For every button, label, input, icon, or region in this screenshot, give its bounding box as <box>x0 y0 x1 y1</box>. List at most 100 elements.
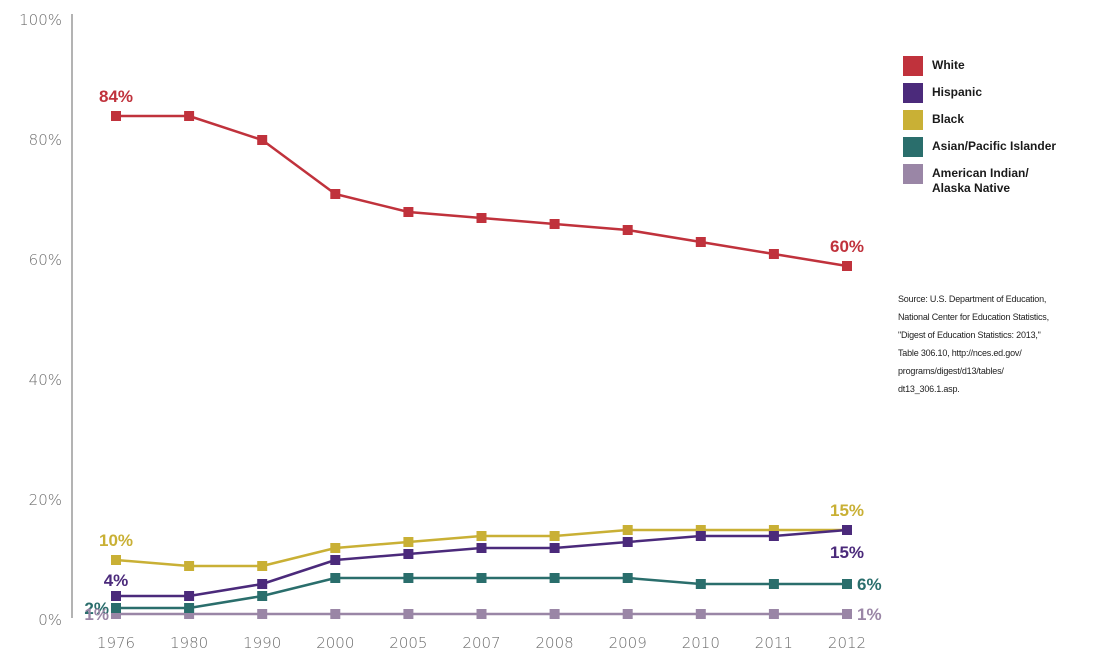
data-point <box>768 579 779 589</box>
data-label: 6% <box>857 575 882 594</box>
data-point <box>257 591 268 601</box>
x-tick-label: 2008 <box>536 634 574 652</box>
data-point <box>184 609 195 619</box>
y-tick-label: 80% <box>29 131 62 149</box>
y-tick-label: 40% <box>29 371 62 389</box>
data-point <box>695 525 706 535</box>
data-point <box>184 603 195 613</box>
data-point <box>330 189 341 199</box>
data-point <box>403 207 414 217</box>
data-point <box>622 537 633 547</box>
data-point <box>768 525 779 535</box>
data-point <box>622 573 633 583</box>
line-chart: 0% 20% 40% 60% 80% 100% 1976 1980 1990 2000 2005 2… <box>19 11 881 652</box>
data-label: 15% <box>830 501 864 520</box>
legend-swatch <box>903 137 923 157</box>
legend-item-american-indian-alaska-native: American Indian/ Alaska Native <box>903 164 1056 196</box>
y-tick-label: 20% <box>29 491 62 509</box>
x-tick-label: 2000 <box>316 634 354 652</box>
data-label: 2% <box>84 599 109 618</box>
x-tick-label: 1980 <box>170 634 208 652</box>
data-point <box>768 609 779 619</box>
data-label: 1% <box>857 605 882 624</box>
source-line: National Center for Education Statistics… <box>898 312 1049 322</box>
data-label: 4% <box>104 571 129 590</box>
data-label: 60% <box>830 237 864 256</box>
x-tick-label: 2005 <box>389 634 427 652</box>
data-point <box>695 609 706 619</box>
legend-label-line2: Alaska Native <box>932 181 1011 195</box>
data-point <box>695 237 706 247</box>
x-axis-ticks: 1976 1980 1990 2000 2005 2007 2008 2009 2010 2011… <box>97 634 866 652</box>
data-point <box>622 225 633 235</box>
data-point <box>842 261 852 271</box>
x-tick-label: 2011 <box>755 634 793 652</box>
data-point <box>842 525 852 535</box>
legend-item-black: Black <box>903 110 1056 130</box>
data-label: 84% <box>99 87 133 106</box>
legend-label-line1: American Indian/ <box>932 166 1029 180</box>
data-point <box>111 111 121 121</box>
legend-item-hispanic: Hispanic <box>903 83 1056 103</box>
y-tick-label: 0% <box>38 611 62 629</box>
source-line: Table 306.10, http://nces.ed.gov/ <box>898 348 1022 358</box>
data-point <box>842 579 852 589</box>
data-point <box>768 249 779 259</box>
data-point <box>111 591 121 601</box>
data-point <box>111 603 121 613</box>
series-lines <box>111 111 852 619</box>
source-note: Source: U.S. Department of Education, Na… <box>898 290 1103 398</box>
data-point <box>403 609 414 619</box>
data-point <box>549 531 560 541</box>
x-tick-label: 2009 <box>609 634 647 652</box>
y-tick-label: 60% <box>29 251 62 269</box>
data-point <box>622 525 633 535</box>
legend-label: White <box>932 58 965 72</box>
data-point <box>842 609 852 619</box>
data-point <box>330 555 341 565</box>
data-label: 1% <box>84 605 109 624</box>
data-point <box>476 213 487 223</box>
series-line <box>116 114 848 268</box>
legend-item-asian-pacific-islander: Asian/Pacific Islander <box>903 137 1056 157</box>
data-point <box>257 561 268 571</box>
legend-label: Hispanic <box>932 85 983 99</box>
data-point <box>549 543 560 553</box>
source-line: programs/digest/d13/tables/ <box>898 366 1004 376</box>
data-point <box>476 543 487 553</box>
data-label: 10% <box>99 531 133 550</box>
x-tick-label: 2007 <box>462 634 500 652</box>
x-tick-label: 1976 <box>97 634 135 652</box>
data-point <box>622 609 633 619</box>
data-point <box>111 609 121 619</box>
source-line: Source: U.S. Department of Education, <box>898 294 1047 304</box>
y-tick-label: 100% <box>19 11 62 29</box>
data-point <box>768 531 779 541</box>
source-line: "Digest of Education Statistics: 2013," <box>898 330 1041 340</box>
legend-label: Asian/Pacific Islander <box>932 139 1057 153</box>
data-point <box>330 609 341 619</box>
data-point <box>695 579 706 589</box>
legend-swatch <box>903 164 923 184</box>
data-labels: 84%60%10%4%2%1%15%15%6%1% <box>84 87 881 624</box>
data-point <box>257 135 268 145</box>
legend-swatch <box>903 56 923 76</box>
data-point <box>549 609 560 619</box>
data-point <box>184 591 195 601</box>
data-point <box>257 609 268 619</box>
source-line: dt13_306.1.asp. <box>898 384 960 394</box>
legend-swatch <box>903 83 923 103</box>
x-tick-label: 2010 <box>682 634 720 652</box>
data-point <box>184 111 195 121</box>
legend-label: Black <box>932 112 965 126</box>
data-point <box>257 579 268 589</box>
data-point <box>549 219 560 229</box>
data-point <box>330 543 341 553</box>
data-point <box>476 573 487 583</box>
data-point <box>476 531 487 541</box>
data-point <box>330 573 341 583</box>
data-point <box>549 573 560 583</box>
y-axis-ticks: 0% 20% 40% 60% 80% 100% <box>19 11 62 629</box>
x-tick-label: 2012 <box>828 634 866 652</box>
data-point <box>403 537 414 547</box>
